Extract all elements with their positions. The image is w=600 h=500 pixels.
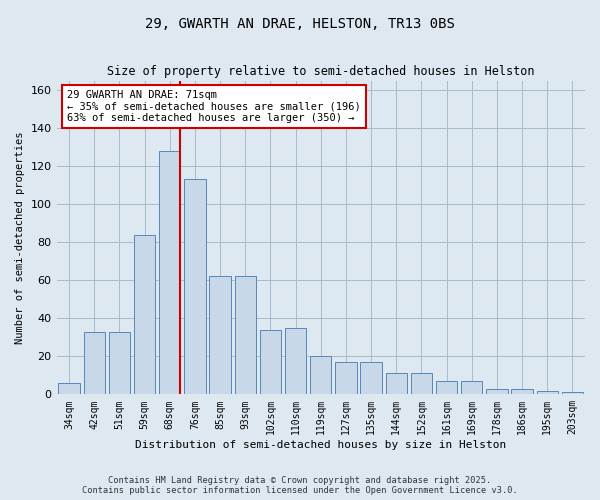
Text: 29, GWARTH AN DRAE, HELSTON, TR13 0BS: 29, GWARTH AN DRAE, HELSTON, TR13 0BS — [145, 18, 455, 32]
Bar — [386, 374, 407, 394]
Bar — [209, 276, 231, 394]
Bar — [361, 362, 382, 394]
Bar — [486, 388, 508, 394]
Title: Size of property relative to semi-detached houses in Helston: Size of property relative to semi-detach… — [107, 65, 535, 78]
Bar — [134, 234, 155, 394]
Bar — [562, 392, 583, 394]
Bar — [310, 356, 331, 395]
Text: 29 GWARTH AN DRAE: 71sqm
← 35% of semi-detached houses are smaller (196)
63% of : 29 GWARTH AN DRAE: 71sqm ← 35% of semi-d… — [67, 90, 361, 123]
Bar — [58, 383, 80, 394]
Y-axis label: Number of semi-detached properties: Number of semi-detached properties — [15, 131, 25, 344]
Bar — [260, 330, 281, 394]
X-axis label: Distribution of semi-detached houses by size in Helston: Distribution of semi-detached houses by … — [135, 440, 506, 450]
Bar — [285, 328, 307, 394]
Bar — [436, 381, 457, 394]
Bar — [109, 332, 130, 394]
Bar — [461, 381, 482, 394]
Text: Contains HM Land Registry data © Crown copyright and database right 2025.
Contai: Contains HM Land Registry data © Crown c… — [82, 476, 518, 495]
Bar — [335, 362, 356, 394]
Bar — [184, 180, 206, 394]
Bar — [159, 151, 181, 394]
Bar — [235, 276, 256, 394]
Bar — [83, 332, 105, 394]
Bar — [511, 388, 533, 394]
Bar — [536, 390, 558, 394]
Bar — [411, 374, 432, 394]
